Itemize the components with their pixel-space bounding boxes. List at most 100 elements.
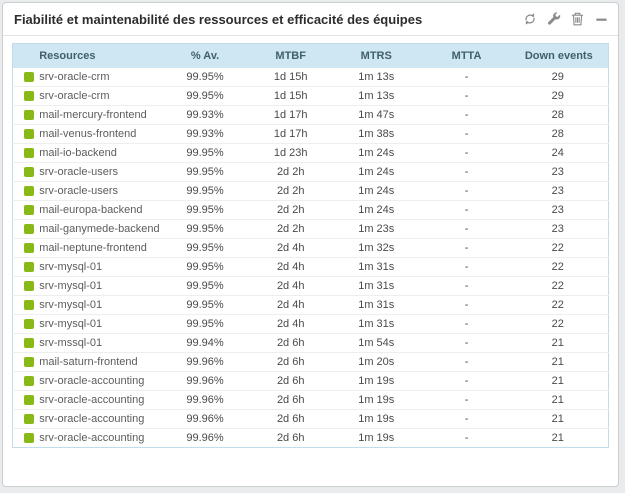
mtbf-value: 2d 2h: [248, 219, 333, 239]
table-row: srv-oracle-users 99.95% 2d 2h 1m 24s -23: [12, 162, 609, 182]
table-body: srv-oracle-crm 99.95% 1d 15h 1m 13s -29 srv-o…: [12, 68, 609, 448]
status-cell: [12, 295, 38, 315]
table-header-row: Resources % Av. MTBF MTRS MTTA Down even…: [12, 43, 609, 68]
col-status: [12, 43, 38, 68]
resource-name: srv-oracle-crm: [37, 68, 162, 87]
mtta-value: -: [419, 200, 514, 220]
mtbf-value: 2d 6h: [248, 333, 333, 353]
table-row: mail-europa-backend 99.95% 2d 2h 1m 24s -23: [12, 200, 609, 220]
availability-value: 99.95%: [161, 257, 249, 277]
status-ok-icon: [23, 109, 34, 120]
resource-name: srv-mysql-01: [37, 295, 162, 315]
resource-name: srv-mysql-01: [37, 257, 162, 277]
status-cell: [12, 68, 38, 87]
table-row: mail-io-backend 99.95% 1d 23h 1m 24s -24: [12, 143, 609, 163]
status-cell: [12, 86, 38, 106]
status-ok-icon: [23, 71, 34, 82]
resource-name: mail-venus-frontend: [37, 124, 162, 144]
availability-value: 99.94%: [161, 333, 249, 353]
mtbf-value: 1d 15h: [248, 68, 333, 87]
table-row: srv-mssql-01 99.94% 2d 6h 1m 54s -21: [12, 333, 609, 353]
minimize-icon[interactable]: [594, 12, 609, 27]
mtta-value: -: [464, 432, 469, 444]
resource-name: srv-oracle-accounting: [37, 409, 162, 429]
wrench-icon[interactable]: [546, 12, 561, 27]
availability-value: 99.95%: [161, 295, 249, 315]
mtta-value: -: [419, 257, 514, 277]
availability-value: 99.95%: [161, 86, 249, 106]
down-events-value: 21: [551, 432, 564, 444]
col-resources: Resources: [37, 43, 162, 68]
mtrs-value: 1m 31s: [333, 276, 420, 296]
down-events-value: 22: [513, 276, 609, 296]
down-events-value: 21: [513, 333, 609, 353]
mtbf-value: 2d 6h: [248, 371, 333, 391]
status-ok-icon: [23, 90, 34, 101]
resource-name: srv-oracle-users: [37, 181, 162, 201]
status-ok-icon: [23, 356, 34, 367]
status-cell: [12, 314, 38, 334]
widget-panel: Fiabilité et maintenabilité des ressourc…: [2, 2, 619, 487]
col-mtta: MTTA: [419, 43, 514, 68]
mtrs-value: 1m 54s: [333, 333, 420, 353]
status-cell: [12, 162, 38, 182]
status-ok-icon: [23, 128, 34, 139]
trash-icon[interactable]: [570, 12, 585, 27]
availability-value: 99.95%: [161, 200, 249, 220]
col-mtbf: MTBF: [248, 43, 333, 68]
down-events-value: 23: [513, 162, 609, 182]
widget-title: Fiabilité et maintenabilité des ressourc…: [14, 11, 423, 27]
table-row: srv-mysql-01 99.95% 2d 4h 1m 31s -22: [12, 257, 609, 277]
mtrs-value: 1m 31s: [333, 314, 420, 334]
mtrs-value: 1m 13s: [333, 68, 420, 87]
down-events-value: 29: [513, 68, 609, 87]
mtta-value: -: [419, 276, 514, 296]
down-events-value: 29: [513, 86, 609, 106]
mtta-value: -: [419, 390, 514, 410]
availability-value: 99.95%: [161, 181, 249, 201]
status-cell: [12, 219, 38, 239]
availability-value: 99.96%: [161, 371, 249, 391]
resource-name: mail-saturn-frontend: [37, 352, 162, 372]
mtrs-value: 1m 13s: [333, 86, 420, 106]
table-row: srv-oracle-accounting 99.96% 2d 6h 1m 19s -2…: [12, 390, 609, 410]
availability-value: 99.95%: [161, 68, 249, 87]
mtrs-value: 1m 24s: [333, 181, 420, 201]
status-ok-icon: [23, 166, 34, 177]
reliability-table: Resources % Av. MTBF MTRS MTTA Down even…: [12, 43, 609, 448]
table-row: srv-oracle-users 99.95% 2d 2h 1m 24s -23: [12, 181, 609, 201]
resource-name: srv-oracle-accounting: [37, 371, 162, 391]
resource-name: srv-oracle-accounting: [37, 390, 162, 410]
status-ok-icon: [23, 147, 34, 158]
mtbf-value: 1d 17h: [248, 105, 333, 125]
resource-name: srv-mysql-01: [37, 314, 162, 334]
status-cell: [12, 257, 38, 277]
status-ok-icon: [23, 318, 34, 329]
mtrs-value: 1m 24s: [333, 200, 420, 220]
availability-value: 99.95%: [161, 162, 249, 182]
mtta-value: -: [419, 86, 514, 106]
status-cell: [12, 143, 38, 163]
table-row: mail-venus-frontend 99.93% 1d 17h 1m 38s -28: [12, 124, 609, 144]
availability-value: 99.95%: [161, 276, 249, 296]
widget-body: Resources % Av. MTBF MTRS MTTA Down even…: [3, 36, 618, 448]
table-row: srv-mysql-01 99.95% 2d 4h 1m 31s -22: [12, 314, 609, 334]
down-events-value: 21: [513, 409, 609, 429]
status-ok-icon: [23, 261, 34, 272]
refresh-icon[interactable]: [522, 12, 537, 27]
status-ok-icon: [23, 299, 34, 310]
mtbf-value: 2d 4h: [248, 257, 333, 277]
mtta-value: -: [419, 124, 514, 144]
mtbf-value: 1d 23h: [248, 143, 333, 163]
availability-value: 99.93%: [161, 124, 249, 144]
mtta-value: -: [419, 352, 514, 372]
mtta-value: -: [419, 181, 514, 201]
mtta-value: -: [419, 409, 514, 429]
availability-value: 99.95%: [161, 238, 249, 258]
mtrs-value: 1m 23s: [333, 219, 420, 239]
table-row: mail-mercury-frontend 99.93% 1d 17h 1m 47s -…: [12, 105, 609, 125]
mtta-value: -: [419, 105, 514, 125]
status-ok-icon: [23, 413, 34, 424]
availability-value: 99.96%: [161, 409, 249, 429]
status-cell: [12, 238, 38, 258]
